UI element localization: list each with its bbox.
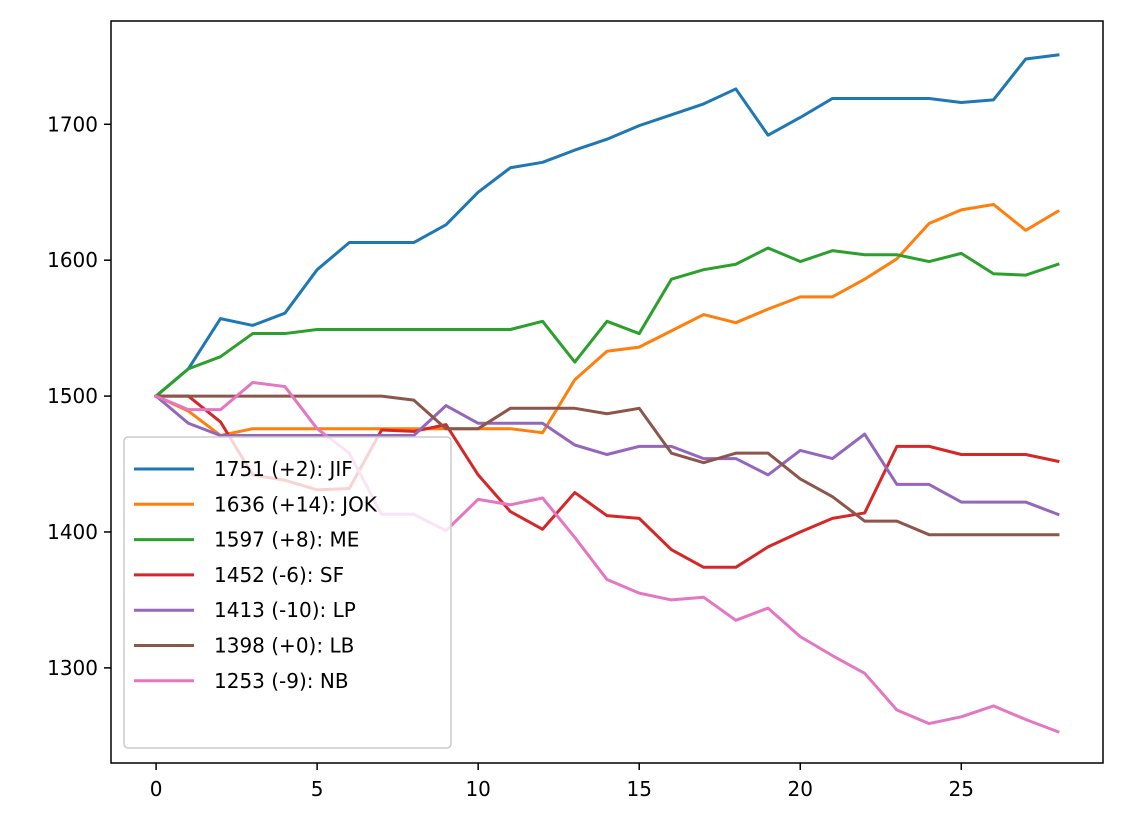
y-tick-label-1: 1400 [47,520,98,544]
series-line-0 [153,53,1060,399]
legend-label-6: 1253 (-9): NB [214,669,349,693]
x-tick-label-0: 0 [150,777,163,801]
series-line-4 [153,393,1060,517]
y-tick-label-4: 1700 [47,112,98,136]
legend-label-4: 1413 (-10): LP [214,598,356,622]
legend-label-2: 1597 (+8): ME [214,528,359,552]
x-tick-label-1: 5 [311,777,324,801]
legend-label-0: 1751 (+2): JIF [214,457,353,481]
series-line-5 [154,394,1060,537]
series-line-6 [154,380,1060,734]
x-tick-label-2: 10 [465,777,490,801]
legend-label-3: 1452 (-6): SF [214,563,344,587]
legend-box [123,436,452,749]
x-tick-label-3: 15 [626,777,651,801]
y-tick-label-0: 1300 [47,656,98,680]
y-tick-label-3: 1600 [47,248,98,272]
legend: 1751 (+2): JIF 1636 (+14): JOK 1597 (+8): … [123,436,452,749]
plot-frame [110,20,1104,764]
series-line-2 [153,246,1060,399]
x-axis: 0 5 10 15 20 25 [150,763,974,801]
series-line-1 [154,202,1060,437]
legend-label-1: 1636 (+14): JOK [214,492,378,516]
x-tick-label-5: 25 [949,777,974,801]
legend-label-5: 1398 (+0): LB [214,634,354,658]
y-tick-label-2: 1500 [47,384,98,408]
y-axis: 1300 1400 1500 1600 1700 [47,112,111,680]
x-tick-label-4: 20 [788,777,813,801]
